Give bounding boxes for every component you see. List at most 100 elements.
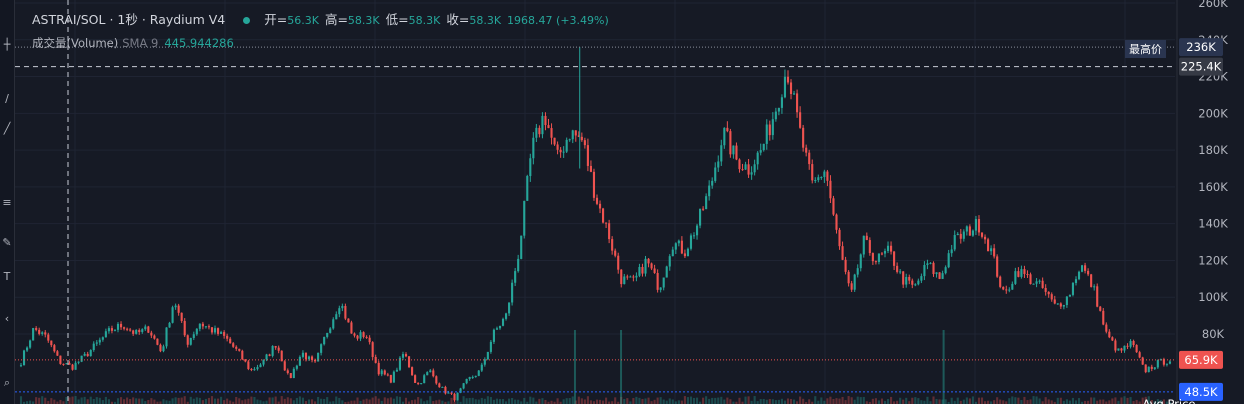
volume-bar — [238, 398, 241, 404]
volume-bar — [456, 399, 459, 404]
candle — [389, 374, 392, 383]
volume-bar — [574, 400, 577, 404]
candle — [1038, 280, 1041, 282]
volume-bar — [1159, 399, 1162, 404]
candle — [647, 258, 650, 264]
candle — [32, 328, 35, 341]
candle — [686, 248, 690, 257]
candle — [256, 367, 259, 370]
volume-bar — [220, 396, 223, 404]
volume-bar — [1102, 399, 1105, 404]
volume-bar — [1080, 401, 1084, 404]
text-tool-icon[interactable]: T — [3, 270, 11, 283]
candle — [110, 328, 114, 331]
volume-bar — [559, 401, 562, 404]
volume-bar — [768, 399, 771, 404]
volume-bar — [962, 399, 965, 404]
volume-bar — [177, 397, 180, 404]
candle — [1080, 265, 1084, 272]
candle — [301, 352, 304, 357]
fib-tool-icon[interactable]: ≡ — [2, 196, 12, 209]
volume-bar — [868, 401, 871, 404]
volume-bar — [1087, 400, 1090, 404]
crosshair-tool-icon[interactable]: ┼ — [3, 38, 11, 51]
volume-bar — [171, 398, 174, 404]
candle — [562, 151, 565, 153]
candle — [677, 240, 680, 244]
candle — [620, 269, 623, 285]
volume-bar — [326, 397, 329, 404]
candle — [965, 226, 968, 232]
candle — [756, 152, 759, 165]
candle — [159, 344, 162, 352]
candle — [356, 335, 359, 339]
volume-bar — [511, 397, 514, 404]
candle — [529, 158, 532, 177]
candle — [665, 266, 668, 278]
candle — [705, 196, 708, 210]
candle — [450, 392, 453, 394]
y-tick-label: 180K — [1198, 143, 1228, 157]
candle — [559, 149, 562, 153]
volume-bar — [216, 398, 220, 404]
price-chart[interactable]: 80K100K120K140K160K180K200K220K240K260K2… — [15, 0, 1244, 404]
volume-bar — [365, 398, 368, 404]
candle — [432, 370, 435, 377]
volume-bar — [617, 401, 620, 404]
candle — [56, 351, 59, 356]
zoom-tool-icon[interactable]: ⌕ — [3, 376, 11, 389]
volume-bar — [1144, 396, 1147, 404]
volume-bar — [1165, 401, 1168, 404]
volume-bar — [1114, 397, 1117, 404]
volume-bar — [320, 398, 323, 404]
volume-bar — [113, 401, 117, 404]
symbol-legend: ASTRAI/SOL · 1秒 · Raydium V4 开=56.3K 高=58.… — [32, 9, 615, 28]
candle — [1117, 348, 1120, 351]
volume-bar — [774, 400, 777, 404]
trend-line-tool-icon[interactable]: ∕ — [5, 92, 9, 105]
candle — [520, 235, 523, 259]
volume-bar — [1026, 400, 1029, 404]
volume-bar — [504, 401, 508, 404]
candle — [107, 328, 110, 332]
volume-bar — [650, 401, 653, 404]
volume-bar — [132, 397, 135, 404]
volume-bar — [659, 397, 662, 404]
volume-bar — [932, 396, 935, 404]
candle — [586, 145, 589, 166]
candle — [993, 248, 996, 257]
volume-bar — [826, 398, 829, 404]
candle — [350, 322, 353, 334]
candle — [116, 323, 120, 330]
candle — [689, 235, 693, 249]
volume-bar — [971, 396, 974, 404]
candle — [765, 124, 768, 144]
candle — [238, 348, 241, 351]
candle — [426, 372, 429, 376]
candle — [893, 251, 896, 266]
volume-bar — [529, 396, 532, 404]
volume-bar — [1008, 398, 1011, 404]
candle — [862, 235, 865, 255]
volume-bar — [917, 398, 920, 404]
candle — [259, 364, 262, 368]
candle — [1035, 281, 1038, 284]
brush-tool-icon[interactable]: ✎ — [2, 236, 12, 249]
candle — [177, 305, 180, 313]
volume-bar — [123, 399, 126, 404]
candle — [1129, 340, 1132, 347]
measure-tool-icon[interactable]: ‹ — [4, 312, 10, 325]
volume-bar — [389, 397, 392, 404]
volume-bar — [1090, 397, 1093, 404]
volume-bar — [623, 398, 626, 404]
volume-bar — [104, 396, 107, 404]
volume-bar — [699, 401, 702, 404]
volume-bar — [959, 400, 962, 404]
volume-bar — [647, 397, 650, 404]
candle — [411, 367, 414, 376]
volume-bar — [632, 398, 635, 404]
candle — [1138, 352, 1141, 358]
line-tool-icon[interactable]: ╱ — [3, 122, 11, 135]
candle — [74, 362, 77, 370]
candle — [474, 375, 477, 377]
